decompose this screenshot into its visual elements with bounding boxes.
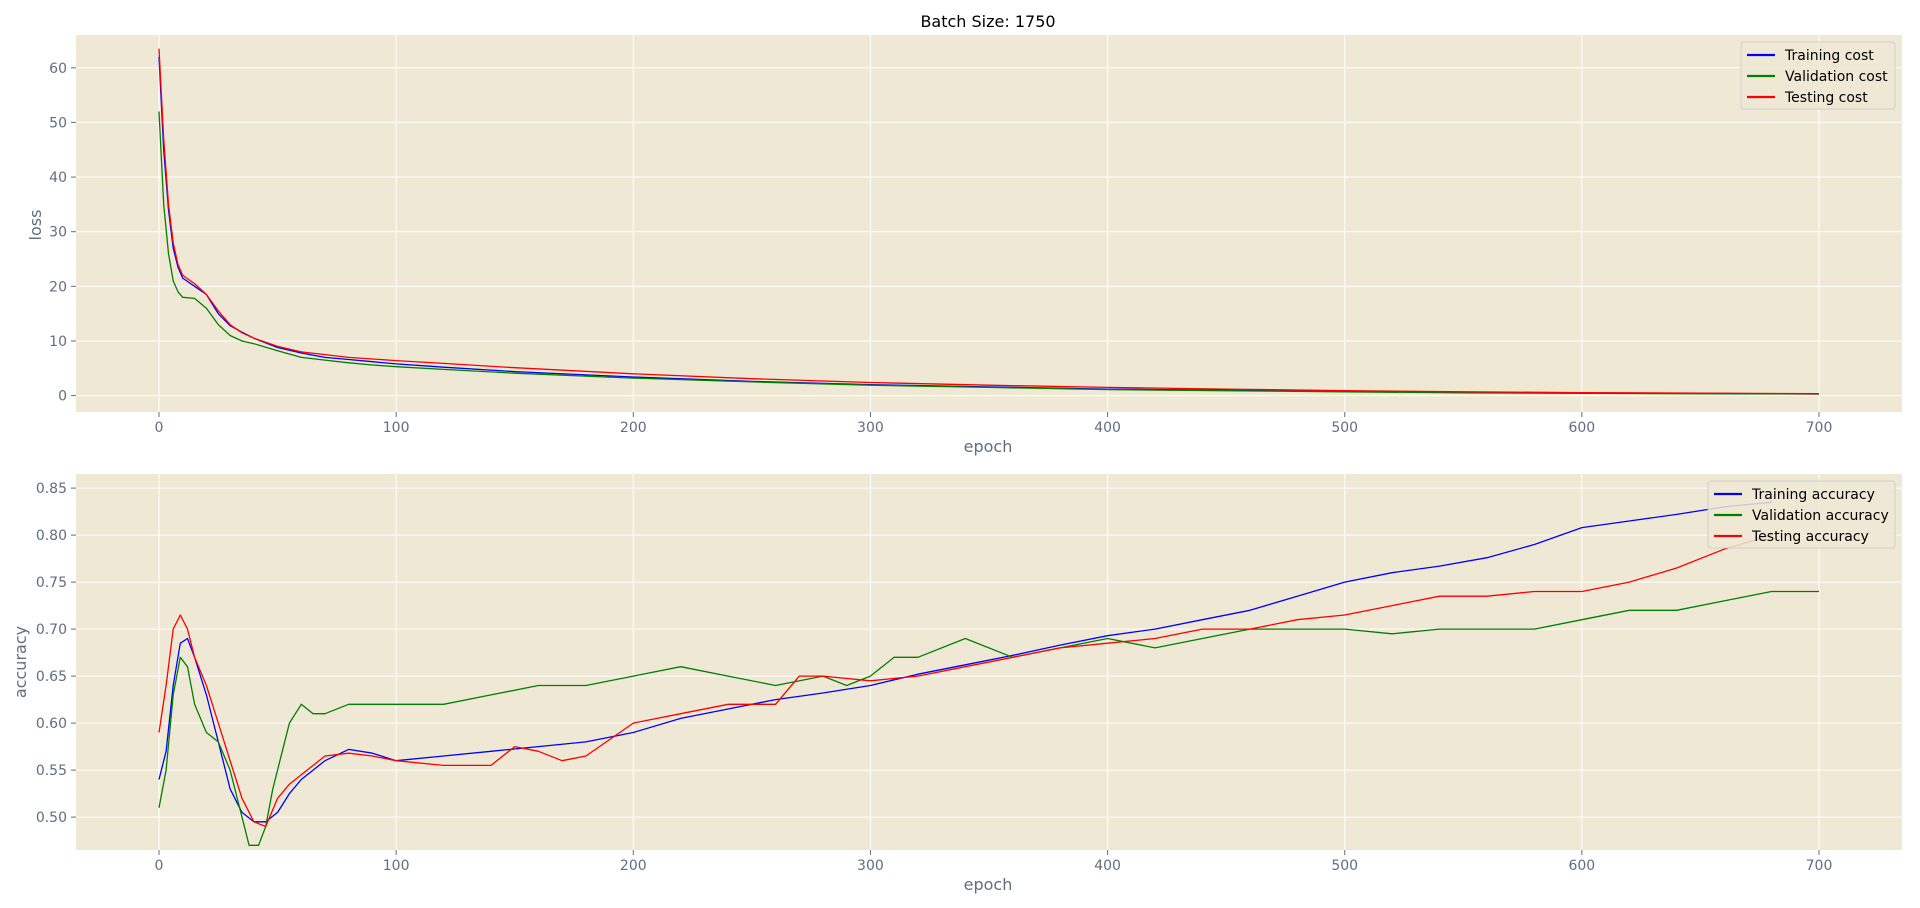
accuracy-y-tick-label: 0.50	[36, 810, 67, 826]
loss-grid	[76, 35, 1902, 412]
loss-x-tick-label: 300	[857, 420, 884, 436]
loss-x-tick-label: 700	[1806, 420, 1833, 436]
loss-y-tick-label: 40	[49, 170, 67, 186]
chart-title: Batch Size: 1750	[920, 12, 1055, 31]
accuracy-legend-label: Testing accuracy	[1751, 529, 1869, 545]
accuracy-x-tick-label: 400	[1094, 858, 1121, 874]
loss-y-tick-label: 50	[49, 115, 67, 131]
loss-legend-label: Testing cost	[1784, 90, 1868, 106]
accuracy-y-tick-label: 0.85	[36, 481, 67, 497]
loss-y-tick-label: 20	[49, 279, 67, 295]
accuracy-legend-label: Training accuracy	[1751, 487, 1875, 503]
accuracy-series-line-1	[158, 501, 1772, 823]
accuracy-y-tick-label: 0.60	[36, 716, 67, 732]
accuracy-x-tick-label: 0	[155, 858, 164, 874]
loss-y-axis-label: loss	[26, 210, 45, 241]
loss-legend-label: Validation cost	[1785, 69, 1888, 85]
loss-y-tick-label: 0	[58, 389, 67, 405]
accuracy-x-ticks: 0 100 200 300 400 500 600 700	[155, 850, 1833, 874]
loss-series	[158, 48, 1820, 395]
accuracy-y-tick-label: 0.65	[36, 669, 67, 685]
accuracy-x-tick-label: 100	[383, 858, 410, 874]
loss-x-axis-label: epoch	[964, 437, 1013, 456]
accuracy-x-tick-label: 500	[1331, 858, 1358, 874]
accuracy-legend: Training accuracy Validation accuracy Test…	[1707, 480, 1896, 549]
accuracy-x-tick-label: 600	[1568, 858, 1595, 874]
accuracy-y-tick-label: 0.70	[36, 622, 67, 638]
loss-x-ticks: 0 100 200 300 400 500 600 700	[155, 412, 1833, 436]
accuracy-series-line-2	[158, 590, 1819, 846]
accuracy-x-tick-label: 700	[1806, 858, 1833, 874]
loss-y-tick-label: 30	[49, 225, 67, 241]
accuracy-chart: 0 100 200 300 400 500 600 700 0.500.550.600.650…	[11, 474, 1902, 894]
loss-legend: Training cost Validation cost Testing cost	[1740, 41, 1896, 110]
accuracy-y-tick-label: 0.75	[36, 575, 67, 591]
loss-x-tick-label: 600	[1568, 420, 1595, 436]
loss-series-line-2	[158, 111, 1820, 395]
accuracy-y-tick-label: 0.55	[36, 763, 67, 779]
accuracy-series	[158, 501, 1819, 846]
loss-y-tick-label: 60	[49, 61, 67, 77]
accuracy-x-axis-label: epoch	[964, 875, 1013, 894]
accuracy-x-tick-label: 200	[620, 858, 647, 874]
accuracy-x-tick-label: 300	[857, 858, 884, 874]
loss-chart: Batch Size: 1750 0 100 200 300 400 500 600 700 …	[26, 12, 1902, 456]
accuracy-y-ticks: 0.50 0.55 0.60 0.65 0.70 0.75 0.80 0.85	[36, 481, 76, 826]
loss-x-tick-label: 100	[383, 420, 410, 436]
loss-y-tick-label: 10	[49, 334, 67, 350]
loss-x-tick-label: 0	[155, 420, 164, 436]
loss-legend-label: Training cost	[1784, 48, 1874, 64]
loss-x-tick-label: 400	[1094, 420, 1121, 436]
accuracy-y-tick-label: 0.80	[36, 528, 67, 544]
accuracy-legend-box	[1707, 480, 1896, 549]
accuracy-legend-label: Validation accuracy	[1752, 508, 1889, 524]
loss-y-ticks: 0 10 20 30 40 50 60	[49, 61, 76, 405]
accuracy-y-axis-label: accuracy	[11, 626, 30, 698]
loss-series-line-3	[158, 48, 1820, 395]
loss-plot-area	[76, 35, 1902, 412]
loss-x-tick-label: 500	[1331, 420, 1358, 436]
accuracy-series-line-3	[158, 534, 1772, 828]
loss-legend-box	[1740, 41, 1896, 110]
loss-x-tick-label: 200	[620, 420, 647, 436]
